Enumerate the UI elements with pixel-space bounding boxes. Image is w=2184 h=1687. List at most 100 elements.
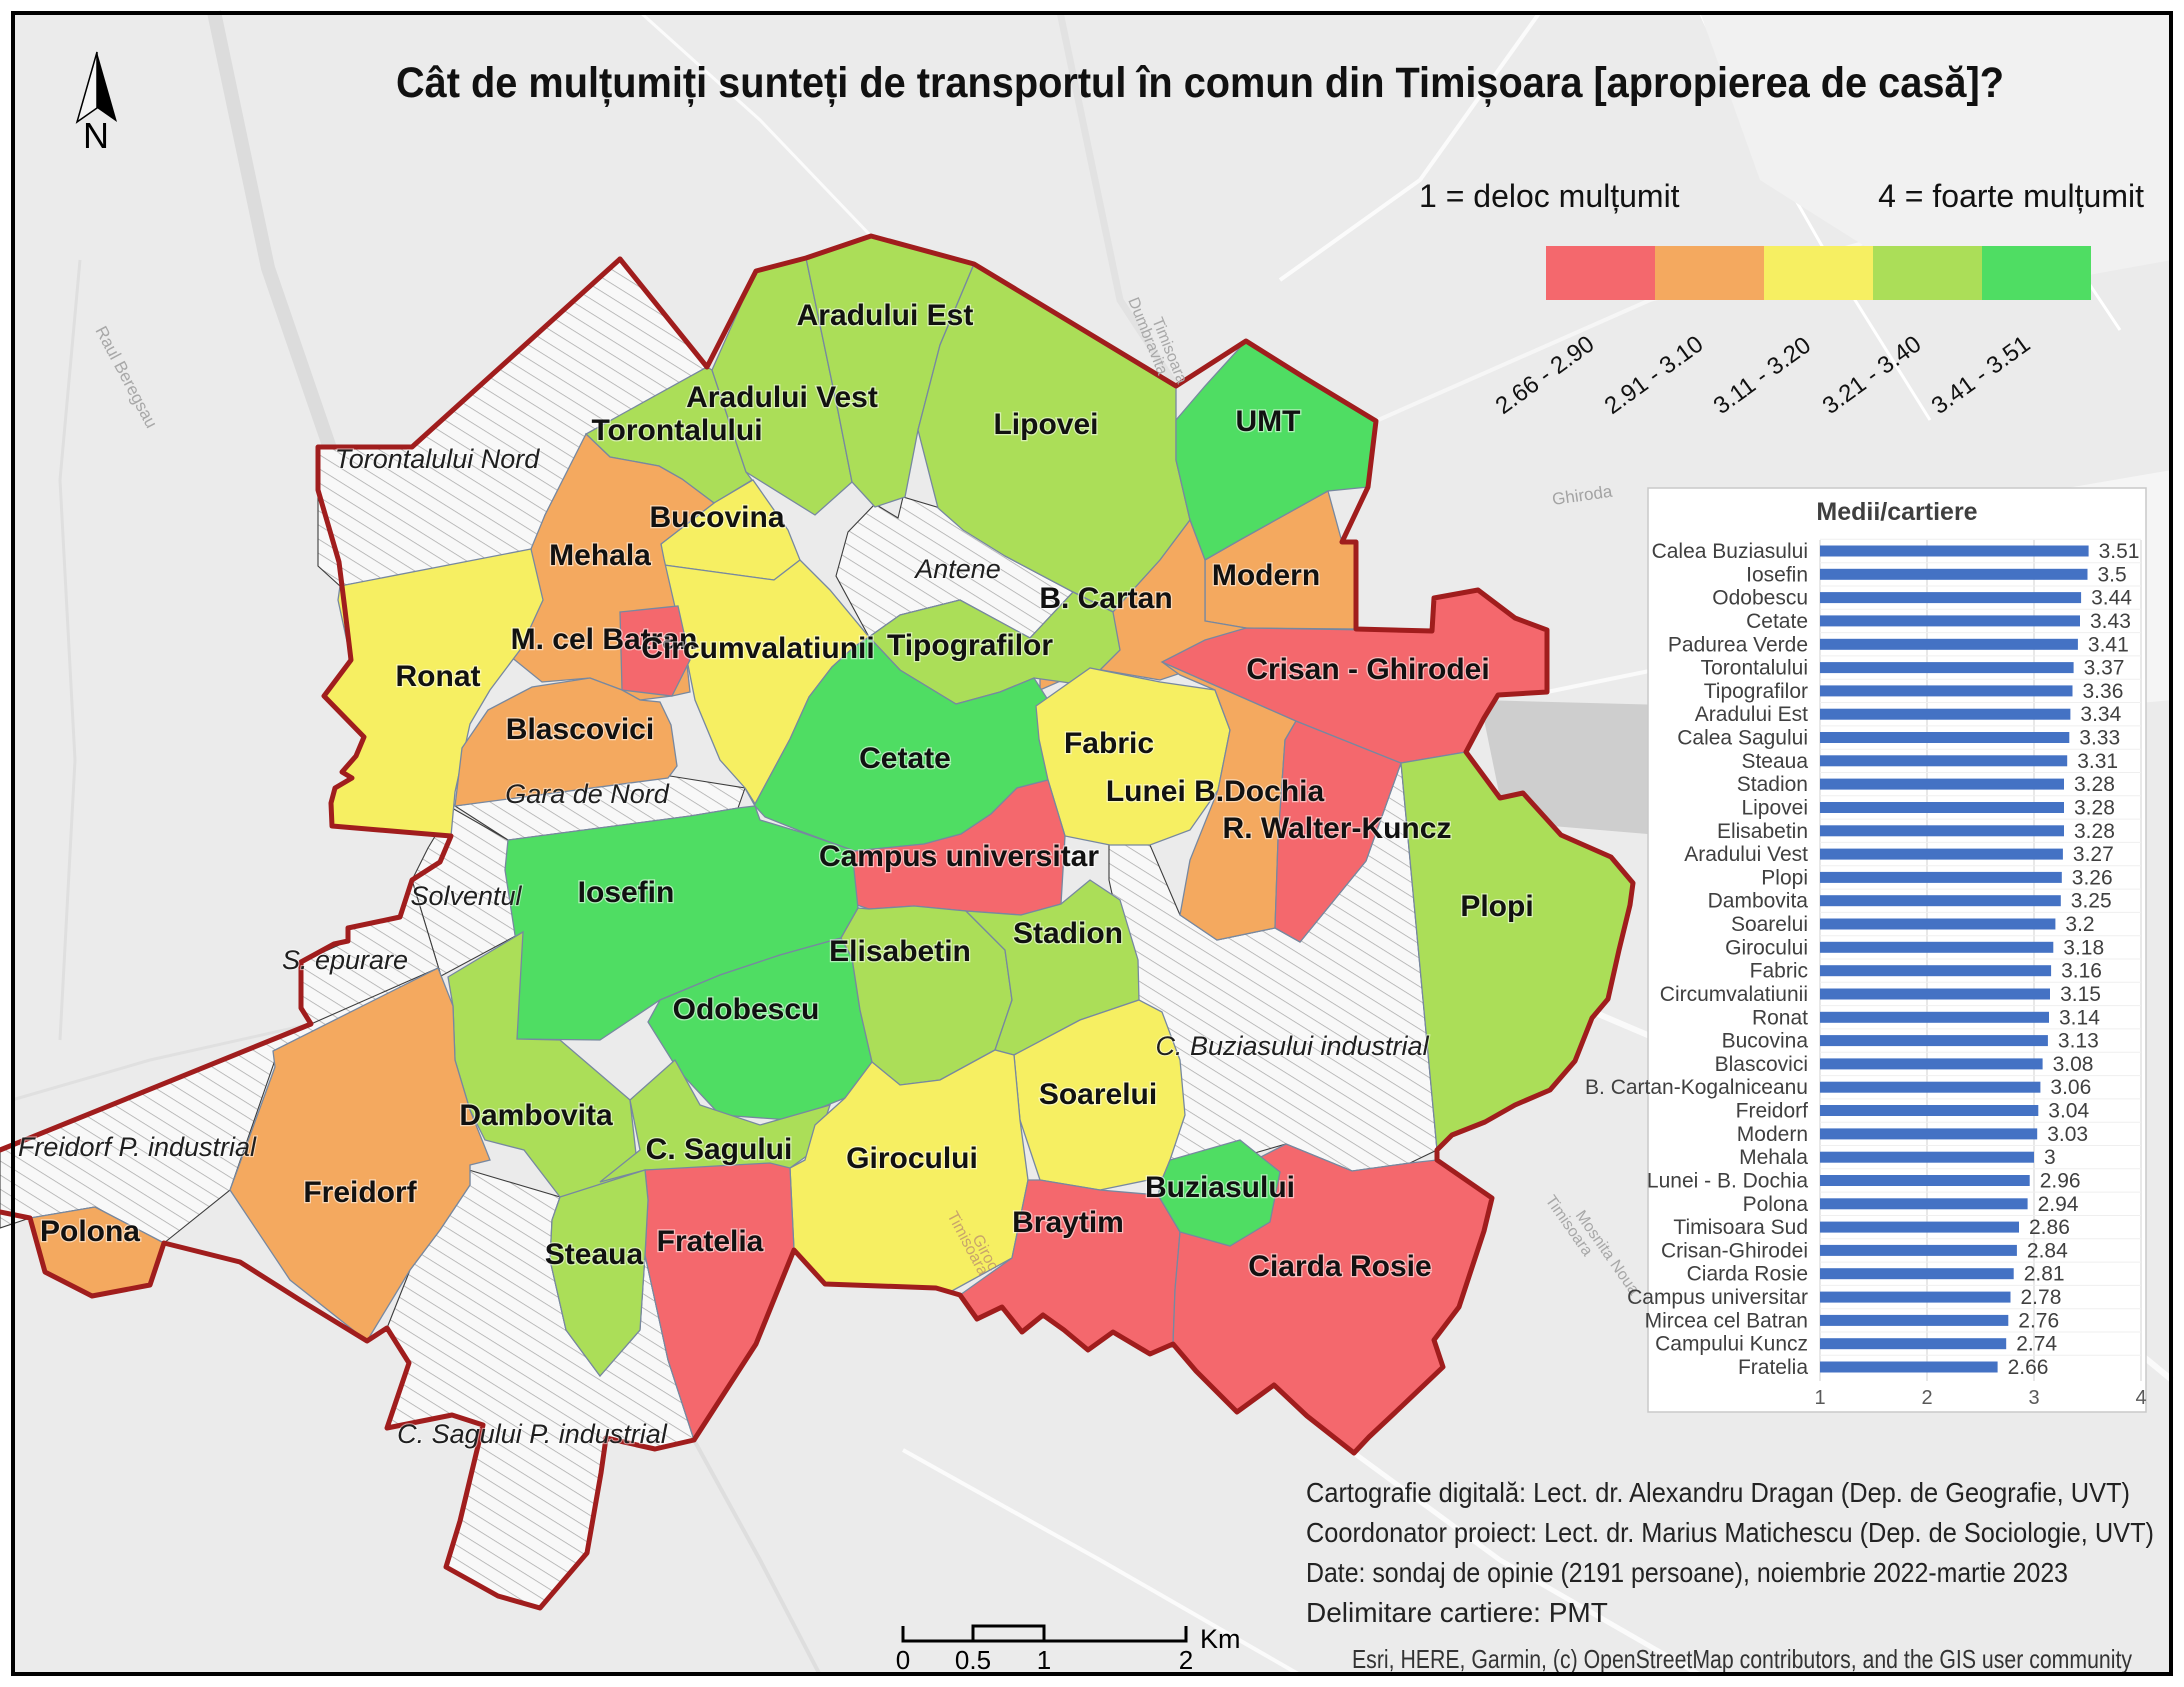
svg-text:Dambovita: Dambovita (459, 1099, 613, 1132)
svg-text:3.08: 3.08 (2053, 1053, 2094, 1076)
svg-text:0: 0 (896, 1645, 910, 1675)
svg-text:Cetate: Cetate (859, 742, 951, 775)
svg-text:Date: sondaj de opinie (2191 p: Date: sondaj de opinie (2191 persoane), … (1306, 1557, 2068, 1588)
svg-text:Plopi: Plopi (1460, 890, 1533, 923)
svg-text:3.36: 3.36 (2083, 680, 2124, 703)
svg-text:C. Sagului: C. Sagului (646, 1133, 793, 1166)
svg-text:Esri, HERE, Garmin, (c) OpenSt: Esri, HERE, Garmin, (c) OpenStreetMap co… (1352, 1644, 2132, 1674)
svg-text:2: 2 (1179, 1645, 1193, 1675)
svg-text:Lipovei: Lipovei (1741, 797, 1808, 820)
svg-text:Cât de mulțumiți sunteți de tr: Cât de mulțumiți sunteți de transportul … (396, 59, 2004, 107)
svg-text:Timisoara Sud: Timisoara Sud (1673, 1216, 1808, 1239)
svg-text:Fabric: Fabric (1750, 960, 1808, 983)
svg-text:Odobescu: Odobescu (1712, 587, 1808, 610)
svg-text:Delimitare cartiere: PMT: Delimitare cartiere: PMT (1306, 1597, 1608, 1628)
svg-text:3.14: 3.14 (2059, 1006, 2100, 1029)
svg-text:Soarelui: Soarelui (1731, 913, 1808, 936)
svg-text:Medii/cartiere: Medii/cartiere (1816, 498, 1977, 526)
svg-text:3.33: 3.33 (2079, 727, 2120, 750)
svg-text:3.41: 3.41 (2088, 633, 2129, 656)
svg-text:Blascovici: Blascovici (1715, 1053, 1808, 1076)
svg-text:Elisabetin: Elisabetin (829, 935, 971, 968)
svg-text:Antene: Antene (913, 554, 1001, 584)
svg-text:Dambovita: Dambovita (1708, 890, 1809, 913)
svg-text:Torontalului: Torontalului (591, 414, 762, 447)
svg-text:3: 3 (2044, 1146, 2056, 1169)
svg-text:Freidorf P. industrial: Freidorf P. industrial (18, 1132, 257, 1162)
svg-text:Padurea Verde: Padurea Verde (1668, 633, 1808, 656)
svg-text:Elisabetin: Elisabetin (1717, 820, 1808, 843)
svg-text:M. cel Batran: M. cel Batran (511, 623, 698, 656)
svg-text:Gara de Nord: Gara de Nord (505, 779, 670, 809)
svg-text:Blascovici: Blascovici (506, 713, 654, 746)
svg-text:Buziasului: Buziasului (1145, 1171, 1295, 1204)
svg-text:3.16: 3.16 (2061, 960, 2102, 983)
svg-text:Braytim: Braytim (1012, 1206, 1124, 1239)
svg-text:Iosefin: Iosefin (578, 876, 675, 909)
svg-text:Stadion: Stadion (1737, 773, 1808, 796)
svg-text:Aradului Est: Aradului Est (1695, 703, 1808, 726)
svg-text:3: 3 (2028, 1387, 2039, 1409)
svg-text:Stadion: Stadion (1013, 917, 1123, 950)
svg-text:3.37: 3.37 (2084, 657, 2125, 680)
svg-text:Calea Sagului: Calea Sagului (1677, 727, 1808, 750)
svg-text:Polona: Polona (1743, 1193, 1809, 1216)
svg-text:C. Sagului P. industrial: C. Sagului P. industrial (397, 1419, 668, 1449)
svg-text:Torontalului Nord: Torontalului Nord (335, 444, 541, 474)
svg-text:Tipografilor: Tipografilor (887, 629, 1053, 662)
svg-text:Torontalului: Torontalului (1701, 657, 1808, 680)
svg-text:4 = foarte mulțumit: 4 = foarte mulțumit (1878, 178, 2144, 214)
svg-text:2.84: 2.84 (2027, 1239, 2068, 1262)
svg-text:B. Cartan-Kogalniceanu: B. Cartan-Kogalniceanu (1585, 1076, 1808, 1099)
svg-text:Girocului: Girocului (1725, 936, 1808, 959)
svg-text:Circumvalatiunii: Circumvalatiunii (1660, 983, 1808, 1006)
svg-text:3.26: 3.26 (2072, 866, 2113, 889)
svg-text:Steaua: Steaua (1741, 750, 1808, 773)
svg-text:2.74: 2.74 (2016, 1333, 2057, 1356)
svg-text:3.34: 3.34 (2080, 703, 2121, 726)
svg-text:4: 4 (2135, 1387, 2146, 1409)
svg-text:Aradului Vest: Aradului Vest (1684, 843, 1808, 866)
svg-text:3.28: 3.28 (2074, 773, 2115, 796)
svg-text:Ronat: Ronat (396, 660, 481, 693)
svg-text:2.94: 2.94 (2038, 1193, 2079, 1216)
svg-text:Fratelia: Fratelia (657, 1225, 764, 1258)
svg-text:Aradului Est: Aradului Est (797, 299, 974, 332)
svg-text:Circumvalatiunii: Circumvalatiunii (641, 632, 874, 665)
svg-text:Soarelui: Soarelui (1039, 1078, 1157, 1111)
svg-text:Modern: Modern (1212, 559, 1320, 592)
svg-text:3.18: 3.18 (2063, 936, 2104, 959)
svg-text:3.44: 3.44 (2091, 587, 2132, 610)
svg-text:3.06: 3.06 (2050, 1076, 2091, 1099)
svg-text:Calea Buziasului: Calea Buziasului (1652, 540, 1808, 563)
svg-text:3.43: 3.43 (2090, 610, 2131, 633)
svg-text:3.28: 3.28 (2074, 797, 2115, 820)
svg-text:2: 2 (1921, 1387, 1932, 1409)
svg-text:3.25: 3.25 (2071, 890, 2112, 913)
svg-text:Solventul: Solventul (410, 881, 522, 911)
svg-text:Crisan-Ghirodei: Crisan-Ghirodei (1661, 1239, 1808, 1262)
svg-text:3.28: 3.28 (2074, 820, 2115, 843)
svg-text:Iosefin: Iosefin (1746, 563, 1808, 586)
svg-text:3.51: 3.51 (2099, 540, 2140, 563)
svg-text:Steaua: Steaua (545, 1238, 644, 1271)
svg-text:Campus universitar: Campus universitar (1627, 1286, 1808, 1309)
svg-text:N: N (83, 115, 109, 156)
svg-text:C. Buziasului industrial: C. Buziasului industrial (1155, 1031, 1429, 1061)
svg-text:Lunei B.Dochia: Lunei B.Dochia (1106, 775, 1325, 808)
svg-text:Freidorf: Freidorf (1736, 1100, 1809, 1123)
svg-text:Ronat: Ronat (1752, 1006, 1808, 1029)
svg-text:Odobescu: Odobescu (673, 993, 820, 1026)
svg-text:Girocului: Girocului (846, 1142, 978, 1175)
svg-text:Cetate: Cetate (1746, 610, 1808, 633)
svg-text:Modern: Modern (1737, 1123, 1808, 1146)
svg-text:2.66: 2.66 (2008, 1356, 2049, 1379)
svg-text:Coordonator proiect: Lect. dr.: Coordonator proiect: Lect. dr. Marius Ma… (1306, 1517, 2154, 1548)
svg-text:Bucovina: Bucovina (1722, 1030, 1809, 1053)
svg-text:Fratelia: Fratelia (1738, 1356, 1808, 1379)
svg-text:Plopi: Plopi (1761, 866, 1808, 889)
svg-text:Ciarda Rosie: Ciarda Rosie (1248, 1250, 1431, 1283)
svg-text:UMT: UMT (1236, 405, 1301, 438)
svg-text:Polona: Polona (40, 1215, 140, 1248)
svg-text:Campului Kuncz: Campului Kuncz (1655, 1333, 1808, 1356)
